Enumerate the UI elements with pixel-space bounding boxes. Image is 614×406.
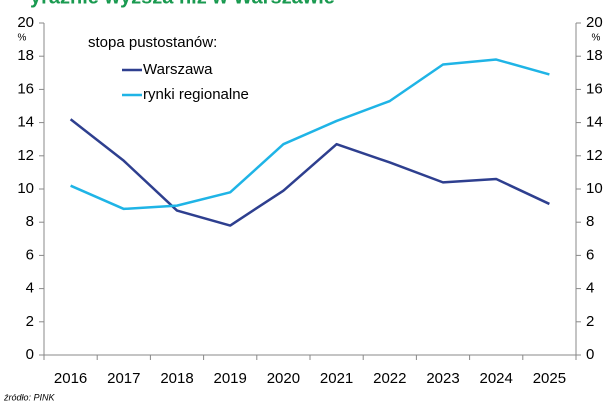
x-tick-label: 2019 xyxy=(214,370,247,387)
y2-tick-label: 14 xyxy=(586,114,603,131)
x-tick-label: 2024 xyxy=(480,370,513,387)
y2-tick-label: 12 xyxy=(586,147,603,164)
y-tick-label: 14 xyxy=(17,114,34,131)
y-tick-label: 4 xyxy=(26,280,34,297)
chart-title: yraźnie wyższa niż w Warszawie xyxy=(30,0,335,8)
y-tick-label: 0 xyxy=(26,346,34,363)
x-tick-label: 2018 xyxy=(160,370,193,387)
y2-tick-label: 20 xyxy=(586,14,603,31)
y-tick-label: 16 xyxy=(17,80,34,97)
y-tick-label: 20 xyxy=(17,14,34,31)
x-tick-label: 2025 xyxy=(533,370,566,387)
y2-tick-label: 16 xyxy=(586,80,603,97)
y-tick-label: 10 xyxy=(17,180,34,197)
y2-tick-label: 0 xyxy=(586,346,594,363)
y-axis-unit: % xyxy=(18,33,27,44)
legend-label: Warszawa xyxy=(143,61,213,78)
legend-title: stopa pustostanów: xyxy=(88,34,217,51)
x-tick-label: 2017 xyxy=(107,370,140,387)
y2-tick-label: 2 xyxy=(586,313,594,330)
y-tick-label: 12 xyxy=(17,147,34,164)
source: źródło: PINK xyxy=(3,392,56,402)
y2-tick-label: 8 xyxy=(586,213,594,230)
y-tick-label: 8 xyxy=(26,213,34,230)
series-line xyxy=(70,58,550,211)
x-tick-label: 2022 xyxy=(373,370,406,387)
x-tick-label: 2023 xyxy=(426,370,459,387)
y2-tick-label: 4 xyxy=(586,280,594,297)
y-tick-label: 18 xyxy=(17,47,34,64)
legend-label: rynki regionalne xyxy=(143,86,249,103)
x-tick-label: 2021 xyxy=(320,370,353,387)
x-tick-label: 2020 xyxy=(267,370,300,387)
y2-tick-label: 10 xyxy=(586,180,603,197)
y-tick-label: 6 xyxy=(26,246,34,263)
y2-axis-unit: % xyxy=(592,33,601,44)
y2-tick-label: 6 xyxy=(586,246,594,263)
y2-tick-label: 18 xyxy=(586,47,603,64)
x-tick-label: 2016 xyxy=(54,370,87,387)
series-line xyxy=(69,118,550,227)
y-tick-label: 2 xyxy=(26,313,34,330)
